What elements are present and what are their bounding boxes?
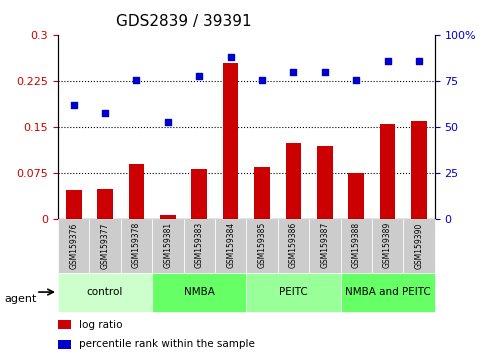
FancyBboxPatch shape [215,219,246,273]
Text: control: control [87,287,123,297]
FancyBboxPatch shape [246,219,278,273]
Bar [97,189,113,219]
Bar [160,215,176,219]
Text: log ratio: log ratio [79,320,122,330]
Point [258,77,266,82]
FancyBboxPatch shape [89,219,121,273]
FancyBboxPatch shape [341,273,435,312]
FancyBboxPatch shape [121,219,152,273]
Text: GSM159384: GSM159384 [226,222,235,268]
Text: GSM159377: GSM159377 [100,222,110,269]
Bar [191,169,207,219]
Text: GSM159381: GSM159381 [163,222,172,268]
FancyBboxPatch shape [278,219,309,273]
Text: GSM159387: GSM159387 [320,222,329,268]
Text: GSM159376: GSM159376 [69,222,78,269]
FancyBboxPatch shape [58,219,89,273]
Bar [411,121,427,219]
Bar [223,63,239,219]
Point [133,77,141,82]
Bar [285,143,301,219]
Text: PEITC: PEITC [279,287,308,297]
FancyBboxPatch shape [152,219,184,273]
FancyBboxPatch shape [152,273,246,312]
Bar [58,320,71,329]
Point [384,58,392,64]
FancyBboxPatch shape [309,219,341,273]
Text: GSM159383: GSM159383 [195,222,204,268]
Text: agent: agent [5,294,37,304]
Bar [348,173,364,219]
Text: GSM159378: GSM159378 [132,222,141,268]
Point [227,55,235,60]
FancyBboxPatch shape [372,219,403,273]
Point [70,103,78,108]
FancyBboxPatch shape [58,273,152,312]
FancyBboxPatch shape [341,219,372,273]
Text: GSM159386: GSM159386 [289,222,298,268]
Point [101,110,109,115]
Bar [254,167,270,219]
Text: GDS2839 / 39391: GDS2839 / 39391 [116,14,251,29]
Bar [380,124,396,219]
Point [415,58,423,64]
FancyBboxPatch shape [403,219,435,273]
Text: percentile rank within the sample: percentile rank within the sample [79,339,255,349]
FancyBboxPatch shape [184,219,215,273]
Bar [58,340,71,349]
Bar [317,146,333,219]
FancyBboxPatch shape [246,273,341,312]
Text: NMBA and PEITC: NMBA and PEITC [345,287,430,297]
Text: GSM159385: GSM159385 [257,222,267,268]
Point [195,73,203,79]
Point [353,77,360,82]
Point [321,69,328,75]
Bar [128,164,144,219]
Point [164,119,172,125]
Bar [66,190,82,219]
Text: GSM159388: GSM159388 [352,222,361,268]
Point [290,69,298,75]
Text: NMBA: NMBA [184,287,214,297]
Text: GSM159390: GSM159390 [414,222,424,269]
Text: GSM159389: GSM159389 [383,222,392,268]
